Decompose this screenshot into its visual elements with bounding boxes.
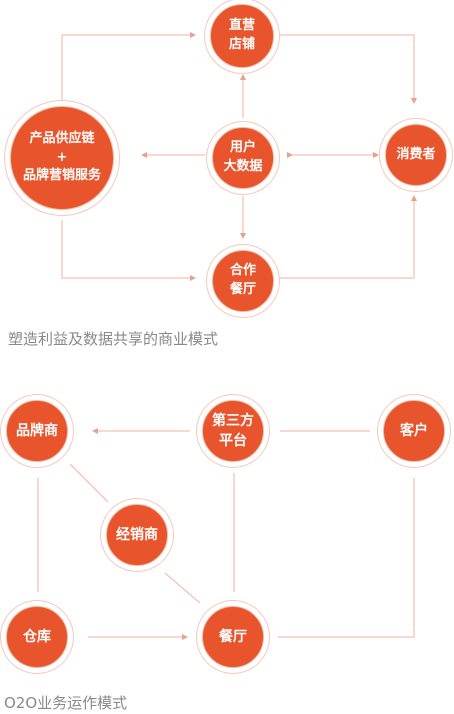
node-partner-restaurant-line-2: 餐厅: [229, 282, 256, 297]
node-brand-services-line-3: 品牌营销服务: [22, 168, 101, 184]
node-brand: 品牌商: [6, 400, 68, 462]
node-partner-restaurant: 合作 餐厅: [212, 250, 274, 312]
node-restaurant-line-1: 餐厅: [219, 628, 247, 645]
node-third-party-platform-line-2: 平台: [219, 433, 247, 449]
node-distributor-line-1: 经销商: [116, 526, 158, 543]
node-user-big-data-line-2: 大数据: [223, 159, 263, 174]
node-third-party-platform: 第三方 平台: [202, 400, 264, 462]
line-restaurant-to-consumer: [278, 195, 417, 279]
node-consumer-line-1: 消费者: [396, 146, 436, 162]
node-direct-store-line-1: 直营: [228, 18, 255, 34]
node-warehouse-line-1: 仓库: [23, 628, 51, 645]
node-user-big-data: 用户 大数据: [212, 127, 274, 189]
node-brand-line-1: 品牌商: [16, 422, 58, 439]
diagram2-caption: O2O业务运作模式: [4, 694, 128, 712]
node-brand-services: 产品供应链 + 品牌营销服务: [10, 106, 114, 210]
line-brand-to-restaurant: [61, 220, 196, 281]
line-restaurant-to-customer: [278, 478, 415, 638]
line-store-to-consumer: [278, 34, 417, 104]
line-brand-to-store: [61, 32, 196, 105]
node-direct-store: 直营 店铺: [210, 4, 274, 68]
diagram1-caption: 塑造利益及数据共享的商业模式: [8, 330, 219, 348]
node-warehouse: 仓库: [6, 606, 68, 668]
node-partner-restaurant-line-1: 合作: [229, 263, 256, 279]
node-third-party-platform-line-1: 第三方: [212, 412, 254, 429]
node-restaurant: 餐厅: [202, 606, 264, 668]
line-brand-to-distributor: [69, 463, 109, 503]
node-user-big-data-line-1: 用户: [229, 140, 256, 156]
node-brand-services-line-1: 产品供应链: [29, 130, 95, 146]
node-customer-line-1: 客户: [400, 422, 428, 439]
node-distributor: 经销商: [106, 504, 168, 566]
node-consumer: 消费者: [385, 124, 447, 186]
node-customer: 客户: [383, 400, 445, 462]
node-brand-services-line-2: +: [56, 149, 68, 165]
node-direct-store-line-2: 店铺: [228, 37, 255, 52]
line-distributor-to-restaurant: [164, 572, 201, 604]
